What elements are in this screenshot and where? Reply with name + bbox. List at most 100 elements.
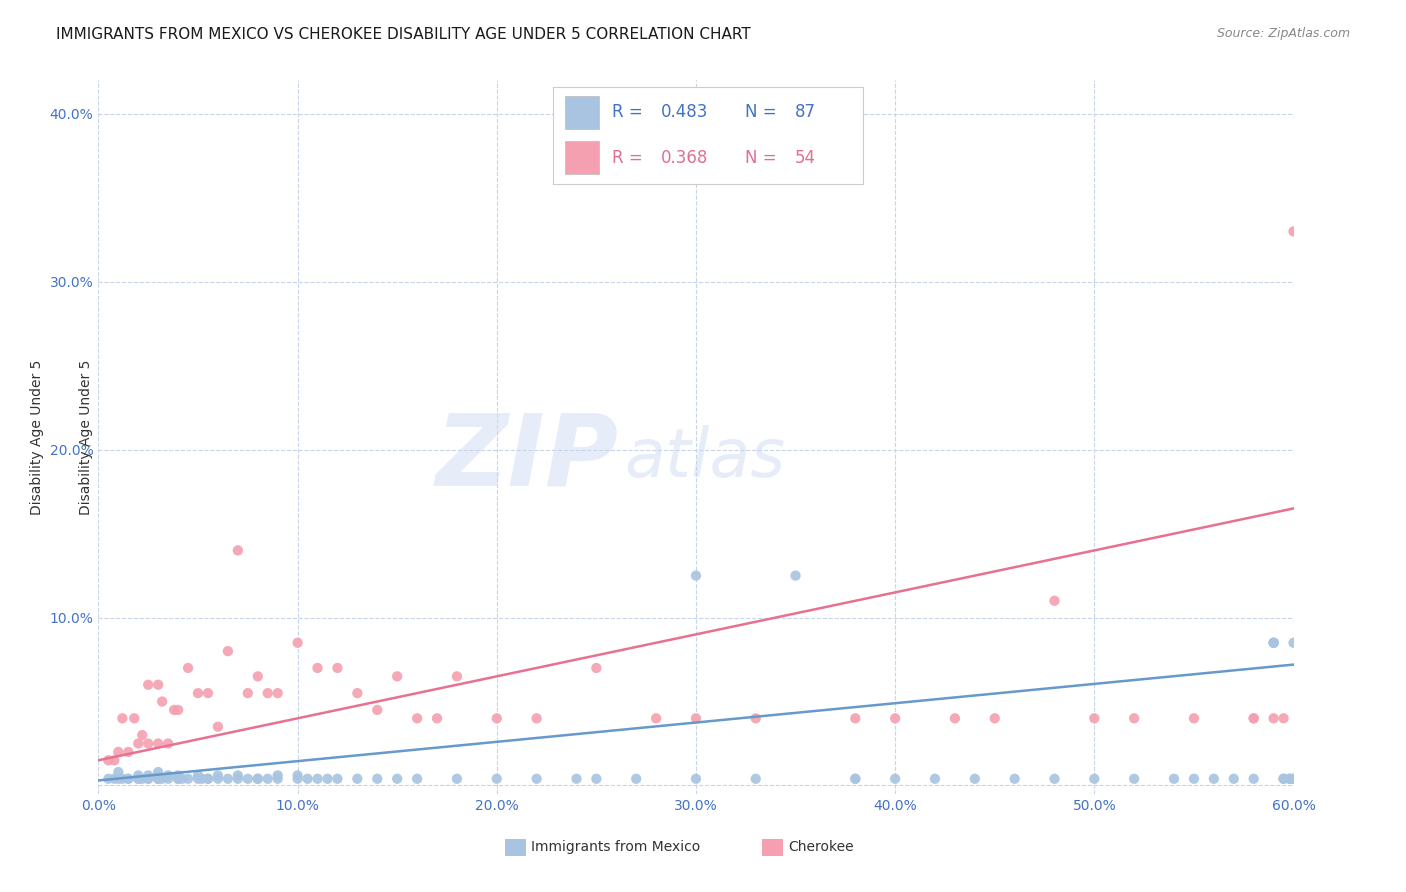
Point — [187, 768, 209, 782]
Point — [316, 772, 339, 786]
Point — [267, 686, 290, 700]
Y-axis label: Disability Age Under 5: Disability Age Under 5 — [30, 359, 44, 515]
Point — [136, 678, 159, 692]
Point — [103, 772, 125, 786]
Point — [287, 768, 309, 782]
Point — [107, 745, 129, 759]
Text: atlas: atlas — [624, 425, 786, 491]
Point — [585, 772, 607, 786]
Point — [167, 768, 190, 782]
Point — [426, 711, 449, 725]
Point — [1043, 594, 1066, 608]
Point — [107, 772, 129, 786]
Point — [326, 772, 349, 786]
Point — [406, 711, 429, 725]
Point — [626, 772, 648, 786]
Point — [1123, 772, 1146, 786]
Point — [246, 669, 269, 683]
Point — [1278, 772, 1301, 786]
Point — [107, 765, 129, 780]
Point — [127, 737, 149, 751]
Point — [924, 772, 946, 786]
Point — [307, 661, 329, 675]
Point — [1272, 711, 1295, 725]
Point — [565, 772, 588, 786]
Point — [197, 772, 219, 786]
Point — [1282, 636, 1305, 650]
Point — [226, 768, 249, 782]
Point — [148, 768, 170, 782]
Point — [884, 711, 907, 725]
Point — [163, 703, 186, 717]
Point — [1282, 772, 1305, 786]
Point — [136, 768, 159, 782]
Point — [645, 711, 668, 725]
Point — [1263, 636, 1285, 650]
Point — [148, 772, 170, 786]
Point — [1282, 224, 1305, 238]
Point — [131, 772, 153, 786]
Point — [148, 678, 170, 692]
Point — [226, 772, 249, 786]
Point — [207, 768, 229, 782]
Point — [943, 711, 966, 725]
Point — [346, 772, 368, 786]
Point — [526, 772, 548, 786]
Point — [217, 644, 239, 658]
Point — [111, 711, 134, 725]
Point — [287, 772, 309, 786]
Point — [177, 661, 200, 675]
Point — [1243, 711, 1265, 725]
Point — [267, 772, 290, 786]
Point — [346, 686, 368, 700]
Point — [685, 711, 707, 725]
Point — [1243, 772, 1265, 786]
Point — [136, 737, 159, 751]
Y-axis label: Disability Age Under 5: Disability Age Under 5 — [79, 359, 93, 515]
Point — [287, 636, 309, 650]
Point — [150, 694, 173, 708]
Point — [117, 772, 139, 786]
Point — [297, 772, 319, 786]
Point — [256, 686, 278, 700]
Point — [1272, 772, 1295, 786]
Text: IMMIGRANTS FROM MEXICO VS CHEROKEE DISABILITY AGE UNDER 5 CORRELATION CHART: IMMIGRANTS FROM MEXICO VS CHEROKEE DISAB… — [56, 27, 751, 42]
Point — [157, 737, 180, 751]
Point — [446, 772, 468, 786]
Point — [326, 661, 349, 675]
Point — [148, 737, 170, 751]
Point — [307, 772, 329, 786]
Point — [177, 772, 200, 786]
Point — [366, 772, 388, 786]
Point — [236, 772, 259, 786]
Point — [246, 772, 269, 786]
Point — [526, 711, 548, 725]
Point — [117, 772, 139, 786]
Text: Immigrants from Mexico: Immigrants from Mexico — [531, 840, 700, 855]
Point — [1202, 772, 1225, 786]
Point — [485, 711, 508, 725]
Point — [1282, 772, 1305, 786]
Point — [111, 772, 134, 786]
Point — [197, 686, 219, 700]
Point — [157, 768, 180, 782]
Point — [446, 669, 468, 683]
Point — [844, 772, 866, 786]
Point — [226, 543, 249, 558]
Point — [187, 686, 209, 700]
Point — [1182, 772, 1205, 786]
Point — [745, 772, 768, 786]
Point — [385, 772, 409, 786]
Point — [1243, 711, 1265, 725]
Point — [585, 661, 607, 675]
Point — [256, 772, 278, 786]
Point — [172, 772, 194, 786]
Point — [127, 772, 149, 786]
Point — [117, 745, 139, 759]
Point — [366, 703, 388, 717]
FancyBboxPatch shape — [505, 838, 526, 856]
Point — [167, 703, 190, 717]
Point — [1272, 772, 1295, 786]
Point — [124, 711, 146, 725]
Point — [197, 772, 219, 786]
